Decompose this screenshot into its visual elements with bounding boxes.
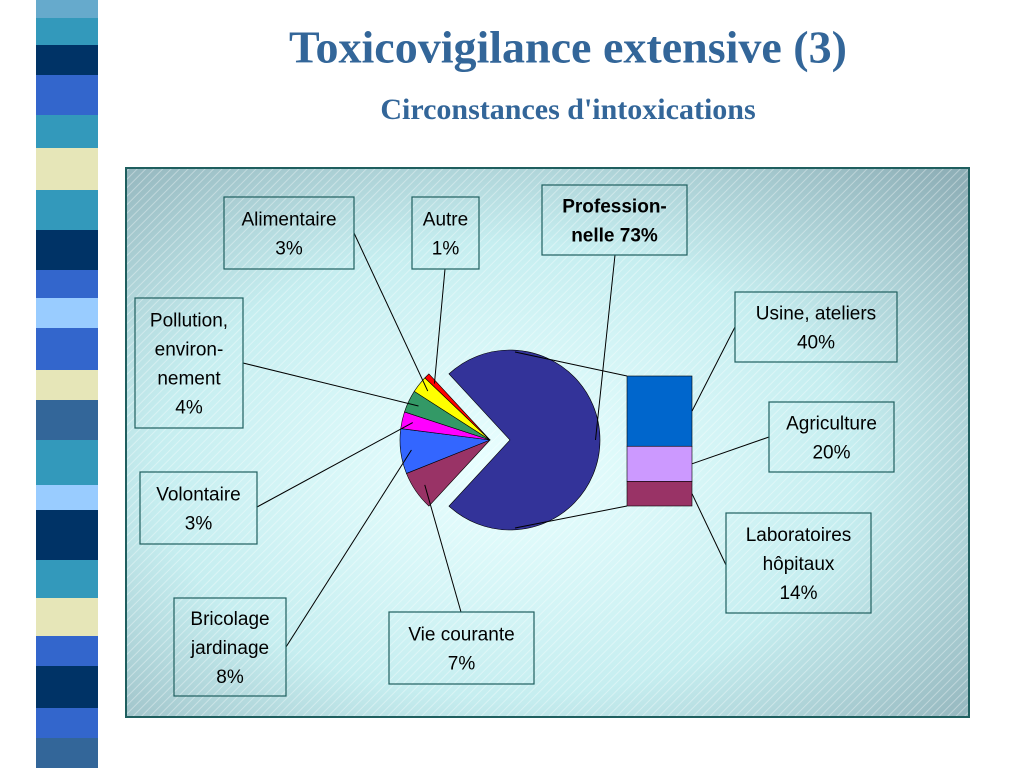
leader-line xyxy=(691,436,770,465)
value-label: 73% xyxy=(620,226,658,247)
pie-slice xyxy=(424,373,491,441)
leader-line xyxy=(256,422,413,508)
label-box xyxy=(223,196,355,270)
label-line: Profession- xyxy=(562,197,667,218)
leader-line xyxy=(242,362,419,407)
label-line: nement xyxy=(157,369,221,390)
data-label: Alimentaire 3% xyxy=(241,210,336,260)
label-line: hôpitaux xyxy=(763,554,835,575)
label-box xyxy=(725,512,872,614)
bar-segment xyxy=(626,375,693,447)
leader-line xyxy=(424,484,462,613)
label-box xyxy=(134,297,244,429)
plot: Profession-nelle 73% Vie courante 7% Bricol… xyxy=(134,184,898,697)
leader-line xyxy=(353,232,429,392)
data-label: Autre 1% xyxy=(423,210,468,260)
data-label: Bricolage jardinage 8% xyxy=(190,609,270,688)
connector xyxy=(514,505,628,529)
side-stripes xyxy=(36,0,108,768)
data-label: Pollution, environ-nement 4% xyxy=(150,311,228,419)
label-line: Autre xyxy=(423,210,468,231)
label-line: Agriculture xyxy=(786,414,877,435)
value-label: 3% xyxy=(275,239,303,260)
label-box xyxy=(768,401,895,473)
leader-line xyxy=(595,254,616,441)
label-line: Usine, ateliers xyxy=(756,304,876,325)
label-box xyxy=(541,184,688,256)
value-label: 40% xyxy=(797,333,835,354)
label-line: Volontaire xyxy=(156,485,241,506)
label-line: Laboratoires xyxy=(746,525,852,546)
bar-segment xyxy=(626,445,693,482)
leader-line xyxy=(691,326,736,412)
data-label: Agriculture 20% xyxy=(786,414,877,464)
data-label: Volontaire 3% xyxy=(156,485,241,535)
bar-segment xyxy=(626,481,693,507)
value-label: 14% xyxy=(779,583,817,604)
data-label: Usine, ateliers 40% xyxy=(756,304,876,354)
value-label: 8% xyxy=(216,667,244,688)
leader-line xyxy=(691,493,727,566)
value-label: 4% xyxy=(175,398,203,419)
pie-slice xyxy=(448,349,601,531)
label-line: jardinage xyxy=(190,638,269,659)
label-line: Bricolage xyxy=(190,609,269,630)
connector xyxy=(514,351,628,377)
label-line: Alimentaire xyxy=(241,210,336,231)
label-box xyxy=(173,597,287,697)
value-label: 20% xyxy=(812,443,850,464)
value-label: 7% xyxy=(448,654,476,675)
label-line: Vie courante xyxy=(408,625,514,646)
value-label: 1% xyxy=(432,239,460,260)
data-label: Laboratoires hôpitaux 14% xyxy=(746,525,852,604)
leader-line xyxy=(285,449,412,648)
value-label: 3% xyxy=(185,514,213,535)
label-box xyxy=(734,291,898,363)
leader-line xyxy=(433,268,446,384)
data-label: Profession-nelle 73% xyxy=(562,197,667,247)
slide-subtitle: Circonstances d'intoxications xyxy=(380,93,755,126)
label-box xyxy=(411,196,480,270)
label-line: environ- xyxy=(155,340,224,361)
data-label: Vie courante 7% xyxy=(408,625,514,675)
slide-title: Toxicovigilance extensive (3) xyxy=(289,22,847,73)
label-box xyxy=(139,471,258,545)
label-line: Pollution, xyxy=(150,311,228,332)
label-box xyxy=(388,611,535,685)
label-line: nelle xyxy=(571,226,614,247)
